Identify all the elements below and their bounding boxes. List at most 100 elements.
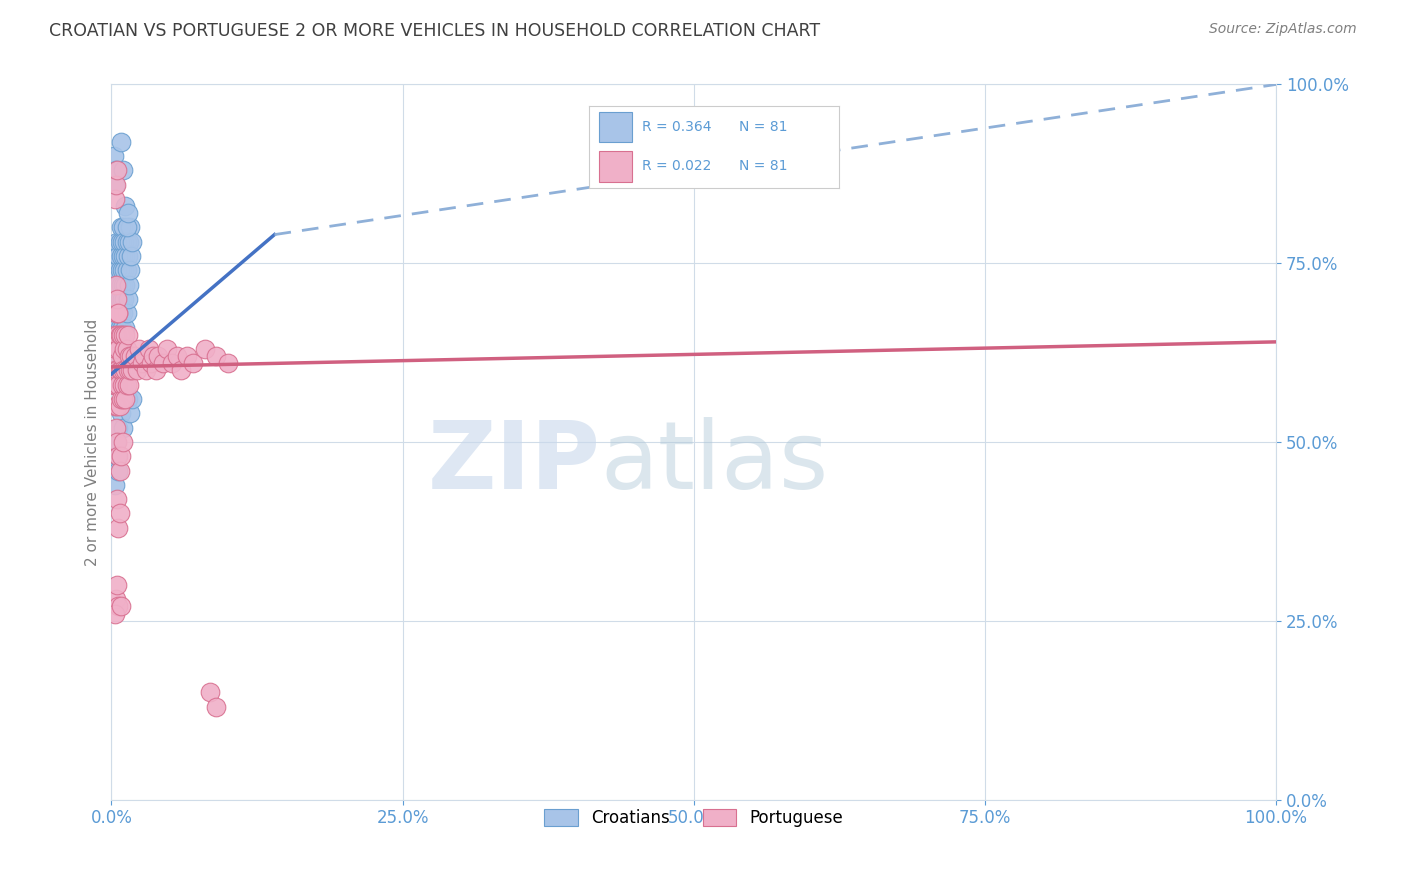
Text: atlas: atlas <box>600 417 828 509</box>
Point <box>104 478 127 492</box>
Point <box>114 327 136 342</box>
Point <box>118 235 141 249</box>
Point <box>194 342 217 356</box>
Point <box>217 356 239 370</box>
Point <box>110 306 132 320</box>
Point <box>121 392 143 406</box>
Point <box>108 464 131 478</box>
Point <box>108 292 131 306</box>
Point <box>146 349 169 363</box>
Point <box>107 342 129 356</box>
Point <box>105 592 128 607</box>
Point <box>114 377 136 392</box>
Point <box>117 206 139 220</box>
Point <box>112 392 135 406</box>
Point <box>104 299 127 313</box>
Point <box>111 235 134 249</box>
Point <box>110 277 132 292</box>
Point <box>107 306 129 320</box>
Point <box>108 320 131 334</box>
Point <box>107 521 129 535</box>
Point <box>105 306 128 320</box>
Point <box>142 349 165 363</box>
Point <box>166 349 188 363</box>
Point <box>112 277 135 292</box>
Point <box>112 235 135 249</box>
Point <box>103 149 125 163</box>
Point <box>105 306 128 320</box>
Point <box>111 320 134 334</box>
Point <box>105 377 128 392</box>
Point <box>107 306 129 320</box>
Point <box>103 377 125 392</box>
Point <box>115 220 138 235</box>
Point <box>110 363 132 377</box>
Point <box>152 356 174 370</box>
Legend: Croatians, Portuguese: Croatians, Portuguese <box>537 803 851 834</box>
Point <box>114 199 136 213</box>
Point <box>105 450 128 464</box>
Point <box>105 492 128 507</box>
Point <box>105 235 128 249</box>
Point <box>114 249 136 263</box>
Point <box>105 342 128 356</box>
Point <box>108 327 131 342</box>
Point <box>115 377 138 392</box>
Point <box>118 277 141 292</box>
Point <box>107 249 129 263</box>
Point <box>104 327 127 342</box>
Point <box>181 356 204 370</box>
Point <box>118 363 141 377</box>
Point <box>205 349 228 363</box>
Point <box>104 277 127 292</box>
Point <box>120 249 142 263</box>
Point <box>108 363 131 377</box>
Point <box>107 450 129 464</box>
Point <box>112 434 135 449</box>
Point <box>114 277 136 292</box>
Point <box>112 249 135 263</box>
Point <box>117 292 139 306</box>
Point <box>107 599 129 614</box>
Point <box>118 406 141 420</box>
Point <box>117 363 139 377</box>
Point <box>132 349 155 363</box>
Point <box>115 342 138 356</box>
Point <box>104 399 127 413</box>
Point <box>118 349 141 363</box>
Point <box>104 349 127 363</box>
Point <box>125 363 148 377</box>
Point <box>104 178 127 192</box>
Point <box>112 220 135 235</box>
Point <box>131 356 153 370</box>
Point <box>107 334 129 349</box>
Point <box>110 249 132 263</box>
Point <box>110 327 132 342</box>
Point <box>105 327 128 342</box>
Point <box>105 263 128 277</box>
Point <box>118 220 141 235</box>
Point <box>118 377 141 392</box>
Point <box>112 377 135 392</box>
Point <box>124 349 146 363</box>
Point <box>105 363 128 377</box>
Point <box>114 320 136 334</box>
Point <box>111 263 134 277</box>
Point <box>135 363 157 377</box>
Point <box>114 363 136 377</box>
Point <box>104 327 127 342</box>
Point <box>108 507 131 521</box>
Point <box>105 434 128 449</box>
Point <box>105 163 128 178</box>
Point <box>104 363 127 377</box>
Point <box>110 220 132 235</box>
Point <box>110 406 132 420</box>
Point <box>120 349 142 363</box>
Point <box>112 163 135 178</box>
Point <box>114 392 136 406</box>
Point <box>112 263 135 277</box>
Point <box>117 327 139 342</box>
Point <box>103 306 125 320</box>
Point <box>105 334 128 349</box>
Point <box>107 377 129 392</box>
